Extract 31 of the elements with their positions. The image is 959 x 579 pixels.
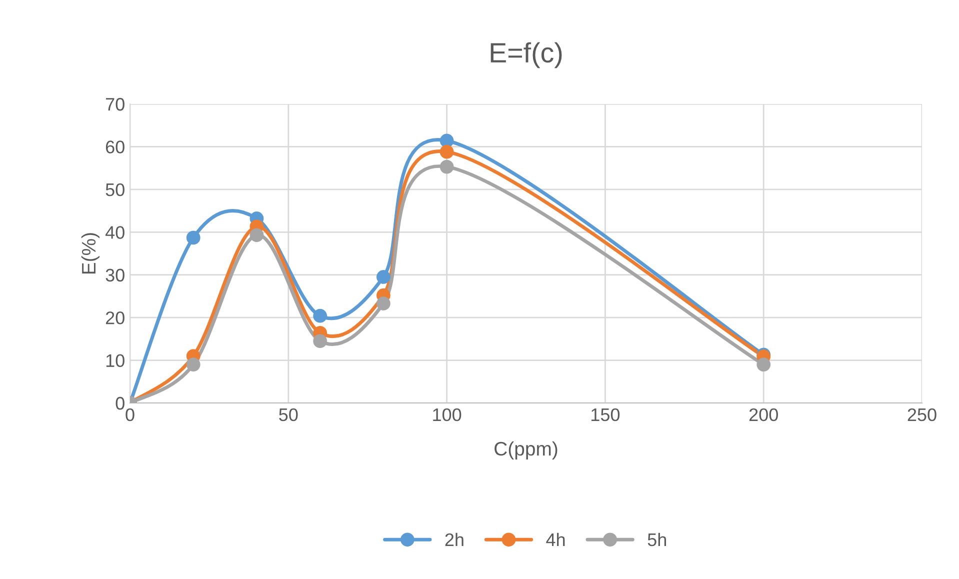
- legend-label: 5h: [648, 532, 666, 546]
- x-tick-label: 100: [433, 408, 462, 422]
- chart-title: E=f(c): [490, 42, 562, 68]
- y-tick-label: 50: [106, 183, 124, 196]
- x-tick-label: 250: [908, 408, 936, 422]
- point: [186, 230, 200, 245]
- x-tick-label: 150: [592, 408, 620, 422]
- point: [376, 296, 390, 310]
- point: [440, 134, 454, 148]
- x-axis-title: C(ppm): [494, 441, 558, 460]
- legend-label: 4h: [546, 532, 565, 546]
- y-axis-title: E(%): [81, 233, 100, 274]
- point: [756, 358, 771, 372]
- point: [313, 308, 328, 323]
- x-tick-label: 50: [279, 408, 298, 422]
- x-tick-label: 200: [749, 408, 778, 422]
- y-tick-label: 20: [106, 312, 124, 324]
- point: [313, 334, 328, 348]
- legend-label: 2h: [445, 532, 464, 546]
- point: [250, 228, 264, 242]
- y-tick-label: 30: [106, 268, 124, 282]
- y-tick-label: 0: [116, 396, 124, 410]
- y-tick-label: 60: [106, 140, 124, 154]
- point: [440, 160, 454, 174]
- point: [440, 144, 454, 159]
- point: [376, 270, 390, 284]
- x-tick-label: 0: [126, 408, 134, 422]
- y-tick-label: 10: [106, 354, 124, 368]
- y-tick-label: 40: [105, 226, 124, 239]
- point: [186, 358, 200, 372]
- y-tick-label: 70: [106, 98, 124, 111]
